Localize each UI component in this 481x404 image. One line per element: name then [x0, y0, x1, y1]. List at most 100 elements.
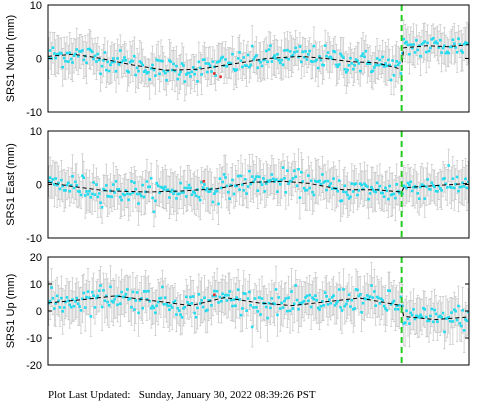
data-point [351, 67, 355, 71]
data-point [336, 189, 340, 193]
data-point [307, 174, 310, 177]
data-point [86, 192, 90, 196]
data-point [281, 306, 285, 309]
data-point [434, 312, 438, 316]
data-point [68, 303, 72, 307]
data-point [239, 313, 243, 317]
data-point [89, 196, 93, 199]
data-point [147, 71, 150, 74]
data-point [64, 189, 67, 192]
data-point [114, 295, 118, 298]
data-point [207, 62, 210, 65]
data-point [287, 57, 290, 61]
data-point [459, 185, 463, 189]
data-point [402, 37, 406, 41]
data-point [287, 296, 290, 300]
data-point [96, 195, 100, 199]
data-point [141, 63, 145, 67]
data-point [169, 60, 173, 64]
data-point [248, 169, 251, 173]
data-point [378, 58, 382, 62]
data-point [284, 191, 288, 194]
data-point [238, 188, 241, 191]
data-point [137, 69, 140, 73]
data-point [298, 196, 302, 200]
data-point [200, 73, 203, 76]
data-point [429, 188, 432, 191]
data-point [406, 181, 410, 185]
data-point [191, 190, 195, 193]
data-point [448, 45, 452, 49]
data-points [48, 164, 469, 214]
data-point [364, 49, 368, 53]
data-point [71, 61, 74, 64]
data-point [140, 194, 143, 198]
data-point [89, 315, 93, 318]
data-point [394, 196, 397, 200]
data-point [176, 77, 180, 81]
up-panel: 20 10 0 -10 -20 SRS1 Up (mm) [5, 252, 470, 372]
data-point [205, 70, 209, 74]
data-point [371, 69, 375, 73]
data-point [343, 304, 347, 308]
data-point [148, 299, 152, 303]
data-point [288, 179, 292, 183]
data-point [234, 304, 237, 308]
data-point [97, 289, 101, 293]
data-point [422, 41, 425, 45]
data-point [107, 304, 111, 307]
data-point [466, 42, 469, 45]
data-point [241, 307, 244, 310]
data-point [363, 55, 366, 59]
data-point [285, 48, 289, 52]
data-point [292, 169, 296, 173]
data-point [235, 296, 239, 299]
data-point [330, 187, 334, 190]
data-point [127, 298, 130, 301]
data-point [288, 309, 292, 313]
data-point [374, 63, 377, 67]
plot-updated-footer: Plot Last Updated: Sunday, January 30, 2… [48, 389, 316, 401]
data-point [305, 58, 309, 61]
data-point [413, 184, 417, 188]
y-tick-label: 10 [30, 0, 42, 12]
data-point [137, 311, 140, 315]
data-point [273, 54, 276, 57]
data-point [408, 322, 411, 325]
data-point [189, 75, 192, 78]
data-point [267, 301, 271, 305]
data-point [48, 49, 52, 52]
data-point [259, 313, 262, 316]
data-point [197, 60, 201, 64]
data-point [269, 306, 272, 310]
data-point [231, 304, 234, 308]
data-point [97, 192, 101, 195]
data-point [86, 47, 90, 51]
data-point [198, 66, 202, 70]
data-point [370, 284, 373, 287]
data-point [168, 59, 171, 62]
data-point [368, 192, 372, 195]
data-point [168, 308, 171, 312]
data-point [372, 290, 376, 293]
data-point [246, 297, 250, 300]
data-point [276, 313, 279, 317]
data-point [54, 177, 58, 180]
data-point [427, 187, 431, 191]
data-point [109, 285, 112, 289]
data-point [250, 325, 254, 329]
data-point [144, 69, 147, 72]
data-point [58, 51, 62, 55]
y-axis-label: SRS1 North (mm) [5, 15, 17, 102]
data-point [441, 46, 445, 50]
data-point [464, 41, 467, 44]
data-point [60, 296, 63, 300]
data-point [214, 190, 217, 193]
data-point [221, 55, 225, 59]
data-point [68, 189, 72, 193]
data-point [97, 58, 101, 62]
data-point [257, 296, 261, 299]
data-point [267, 48, 271, 51]
data-point [402, 322, 406, 325]
